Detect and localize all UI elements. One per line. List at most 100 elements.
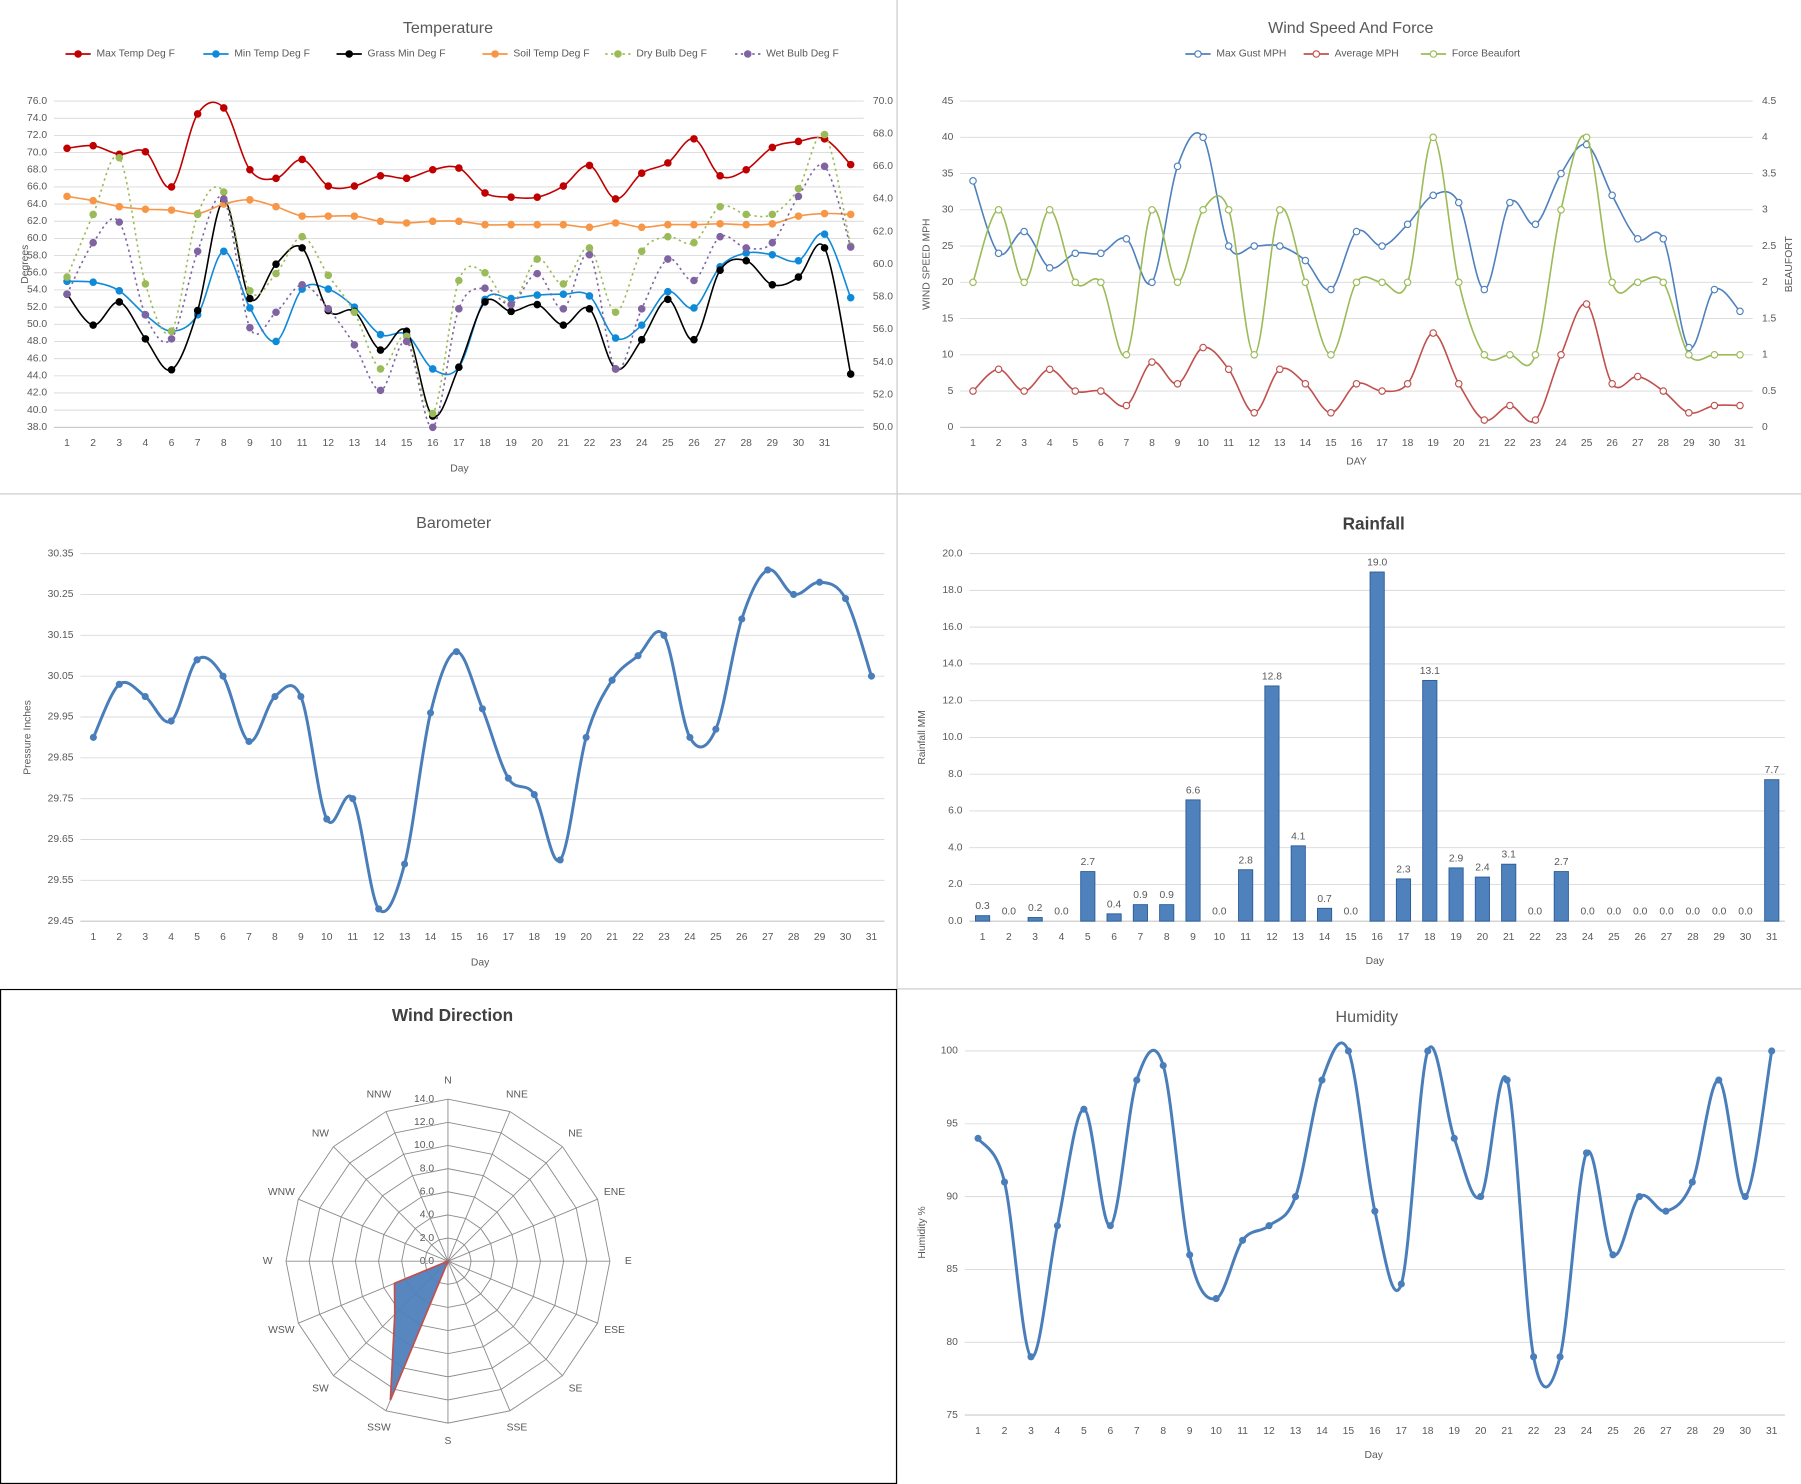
data-label: 2.7	[1081, 857, 1096, 868]
data-point	[1173, 380, 1182, 388]
x-tick-label: 4	[1059, 932, 1065, 943]
x-tick-label: 30	[840, 932, 852, 943]
data-point	[272, 174, 280, 183]
y-tick-label: 38.0	[27, 422, 47, 433]
data-label: 4.1	[1291, 831, 1306, 842]
data-point	[846, 293, 855, 302]
bar	[1027, 917, 1043, 922]
data-point	[1662, 1207, 1670, 1215]
data-point	[1608, 380, 1616, 388]
x-tick-label: 31	[819, 438, 831, 449]
data-label: 0.2	[1028, 903, 1043, 914]
data-point	[994, 206, 1003, 214]
bar	[1132, 904, 1148, 922]
x-axis-label: Day	[1365, 1450, 1384, 1461]
x-tick-label: 22	[632, 932, 644, 943]
data-label: 0.0	[1002, 907, 1017, 918]
x-tick-label: 7	[1134, 1426, 1140, 1437]
data-point	[1020, 387, 1028, 395]
data-point	[1378, 242, 1386, 250]
legend-label: Force Beaufort	[1452, 49, 1520, 60]
y2-tick-label: 2	[1762, 277, 1768, 288]
data-label: 0.0	[1528, 907, 1543, 918]
data-point	[246, 294, 254, 303]
bar	[1501, 863, 1517, 922]
data-point	[1020, 278, 1028, 287]
x-tick-label: 3	[1028, 1426, 1034, 1437]
data-point	[1688, 1178, 1696, 1186]
legend-label: Dry Bulb Deg F	[636, 49, 707, 60]
data-point	[89, 321, 97, 329]
x-tick-label: 3	[1032, 932, 1038, 943]
category-label: W	[263, 1256, 273, 1267]
x-tick-label: 6	[1098, 438, 1104, 449]
y2-tick-label: 3	[1762, 205, 1768, 216]
y-tick-label: 64.0	[27, 199, 47, 210]
data-label: 0.0	[1686, 907, 1701, 918]
data-point	[1053, 1222, 1061, 1230]
data-point	[246, 323, 254, 332]
x-tick-label: 19	[505, 438, 517, 449]
legend-label: Max Temp Deg F	[96, 49, 174, 60]
x-tick-label: 4	[168, 932, 174, 943]
data-point	[742, 220, 750, 229]
spoke	[447, 1260, 598, 1324]
x-tick-label: 25	[1607, 1426, 1619, 1437]
x-tick-label: 19	[1427, 438, 1439, 449]
data-point	[1327, 408, 1335, 417]
data-point	[298, 244, 306, 252]
x-tick-label: 29	[814, 932, 826, 943]
y2-tick-label: 4	[1762, 132, 1768, 143]
data-point	[794, 273, 803, 281]
data-label: 2.3	[1396, 864, 1411, 875]
data-point	[664, 220, 672, 229]
x-tick-label: 30	[1739, 1426, 1751, 1437]
x-tick-label: 29	[1713, 932, 1725, 943]
x-tick-label: 19	[1450, 932, 1462, 943]
legend-label: Average MPH	[1335, 49, 1399, 60]
y-tick-label: 0	[948, 422, 954, 433]
data-label: 13.1	[1420, 666, 1440, 677]
data-point	[794, 192, 803, 201]
data-point	[1371, 1207, 1379, 1215]
data-point	[1710, 285, 1719, 294]
r-tick-label: 12.0	[414, 1117, 434, 1128]
data-point	[1736, 351, 1744, 359]
data-point	[246, 287, 254, 295]
data-point	[969, 177, 977, 185]
data-point	[994, 365, 1003, 374]
data-point	[115, 202, 124, 211]
legend-label: Grass Min Deg F	[368, 49, 446, 60]
category-label: SW	[312, 1383, 329, 1394]
x-tick-label: 6	[1111, 932, 1117, 943]
x-tick-label: 24	[1581, 1426, 1593, 1437]
data-point	[820, 130, 829, 139]
data-point	[324, 285, 333, 293]
data-point	[1633, 278, 1642, 287]
y-tick-label: 80	[946, 1337, 958, 1348]
x-tick-label: 13	[1292, 932, 1304, 943]
data-point	[768, 238, 777, 247]
data-point	[559, 305, 568, 313]
y-tick-label: 90	[946, 1191, 958, 1202]
data-point	[585, 244, 594, 252]
data-point	[1276, 206, 1284, 214]
spoke	[447, 1146, 563, 1262]
data-point	[1582, 1149, 1591, 1157]
data-point	[1506, 198, 1514, 207]
data-point	[686, 733, 694, 741]
data-label: 0.0	[1738, 907, 1753, 918]
data-point	[481, 189, 489, 197]
x-tick-label: 22	[1528, 1426, 1540, 1437]
x-tick-label: 30	[1709, 438, 1721, 449]
data-point	[1352, 380, 1361, 388]
r-tick-label: 4.0	[420, 1210, 435, 1221]
x-tick-label: 26	[736, 932, 748, 943]
data-label: 2.8	[1238, 855, 1253, 866]
x-axis-label: Day	[1366, 956, 1385, 967]
data-point	[768, 250, 777, 259]
data-point	[376, 346, 385, 354]
x-tick-label: 27	[714, 438, 726, 449]
data-point	[167, 365, 176, 374]
x-tick-label: 31	[1766, 1426, 1778, 1437]
